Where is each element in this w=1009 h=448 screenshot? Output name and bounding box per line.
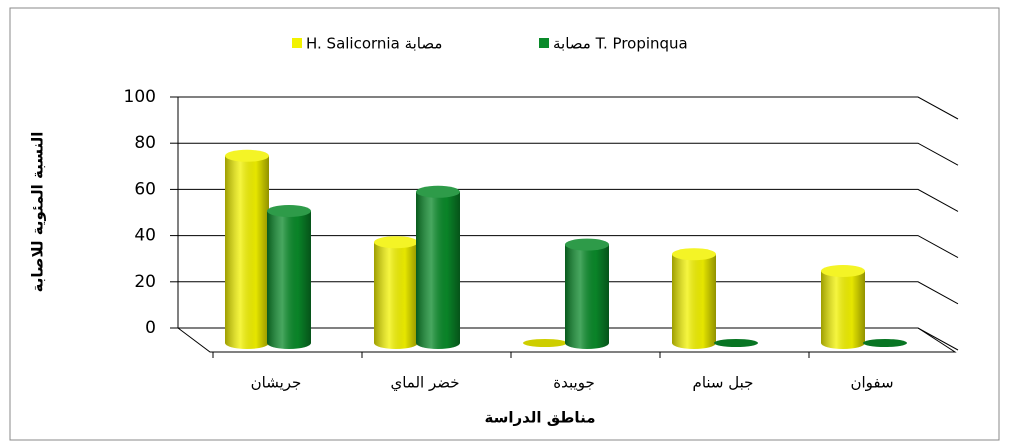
bar-shade xyxy=(672,254,716,349)
bar xyxy=(267,205,311,349)
floor xyxy=(177,327,957,353)
x-tick-label: جويبدة xyxy=(553,374,594,392)
x-tick-label: سفوان xyxy=(850,374,893,392)
bar xyxy=(523,339,567,347)
y-tick-label: 40 xyxy=(134,226,156,246)
x-axis-title: مناطق الدراسة xyxy=(485,409,596,427)
bar xyxy=(565,238,609,349)
bar xyxy=(821,265,865,349)
bar-top-shade xyxy=(267,205,311,217)
bar-top xyxy=(523,339,567,347)
bar-top xyxy=(225,149,269,162)
y-tick-label: 20 xyxy=(134,272,156,292)
bar-top-shade xyxy=(374,236,418,249)
bar-top xyxy=(821,265,865,277)
y-tick-label: 80 xyxy=(134,133,156,153)
bar-top xyxy=(565,238,609,251)
bar-top xyxy=(714,339,758,347)
bar xyxy=(863,339,907,347)
bar xyxy=(672,248,716,349)
y-tick-label: 0 xyxy=(145,318,156,338)
bar-shade xyxy=(374,242,418,349)
bar-shade xyxy=(565,244,609,349)
bar-shade xyxy=(267,211,311,349)
bar xyxy=(374,236,418,349)
legend-label: H. Salicornia مصابة xyxy=(306,35,442,53)
bar xyxy=(225,149,269,349)
bar-top xyxy=(416,185,460,198)
legend-label: مصابة T. Propinqua xyxy=(553,35,688,53)
bar-top-shade xyxy=(565,238,609,251)
bar-top-shade xyxy=(225,149,269,162)
y-axis-title: النسبة المئوية للاصابة xyxy=(29,132,47,293)
chart-frame xyxy=(9,7,1000,441)
x-tick-label: جريشان xyxy=(251,374,302,392)
bar-top-shade xyxy=(821,265,865,277)
x-tick-label: جبل سنام xyxy=(693,374,754,392)
legend-swatch xyxy=(539,38,549,48)
bar xyxy=(714,339,758,347)
bar-top xyxy=(672,248,716,261)
x-tick-label: خضر الماي xyxy=(390,374,459,393)
bar xyxy=(416,185,460,349)
bar-top-shade xyxy=(416,185,460,198)
bar-top-shade xyxy=(863,339,907,347)
y-tick-label: 100 xyxy=(124,87,156,107)
bar-top xyxy=(267,205,311,217)
bar-shade xyxy=(416,191,460,349)
grid-line xyxy=(178,96,959,120)
bar-top xyxy=(374,236,418,249)
bar-shade xyxy=(821,271,865,349)
bar-shade xyxy=(225,155,269,349)
bar-top-shade xyxy=(672,248,716,261)
bar-top-shade xyxy=(714,339,758,347)
legend-swatch xyxy=(292,38,302,48)
bar-top xyxy=(863,339,907,347)
bar-top-shade xyxy=(523,339,567,347)
y-tick-label: 60 xyxy=(134,179,156,199)
grid-line xyxy=(178,142,959,166)
